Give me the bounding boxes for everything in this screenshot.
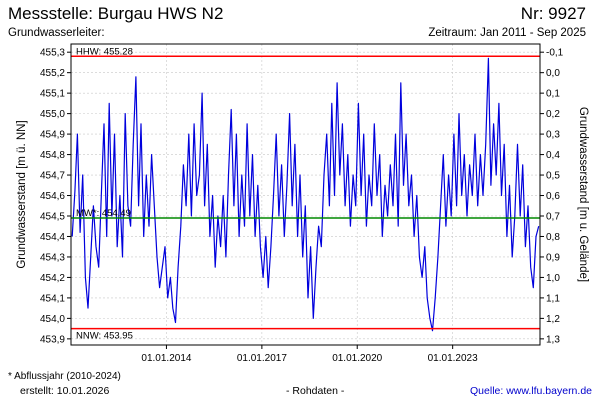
y-tick-label: 454,1 — [40, 293, 65, 304]
y2-tick-label: 1,1 — [546, 293, 560, 304]
y2-tick-label: 0,8 — [546, 232, 560, 243]
raw-data-note: - Rohdaten - — [286, 385, 345, 397]
y-tick-label: 454,6 — [40, 191, 65, 202]
y2-tick-label: 1,2 — [546, 314, 560, 325]
x-tick-label: 01.01.2020 — [332, 353, 382, 364]
series-line — [71, 57, 540, 332]
nnw-label: NNW: 453.95 — [76, 331, 133, 342]
y2-tick-label: 0,1 — [546, 89, 560, 100]
x-tick-label: 01.01.2023 — [428, 353, 478, 364]
y-tick-label: 455,2 — [40, 68, 65, 79]
y-tick-label: 454,0 — [40, 314, 65, 325]
y-tick-label: 453,9 — [40, 334, 65, 345]
y-tick-label: 455,1 — [40, 89, 65, 100]
source-link[interactable]: Quelle: www.lfu.bayern.de — [470, 385, 592, 397]
created-date: erstellt: 10.01.2026 — [20, 385, 110, 397]
y2-tick-label: 0,4 — [546, 150, 560, 161]
y2-tick-label: 0,0 — [546, 68, 560, 79]
y-tick-label: 454,5 — [40, 212, 65, 223]
period-label: Zeitraum: Jan 2011 - Sep 2025 — [428, 27, 586, 39]
y2-tick-label: 0,6 — [546, 191, 560, 202]
x-tick-label: 01.01.2014 — [141, 353, 191, 364]
y2-tick-label: 0,9 — [546, 252, 560, 263]
y2-axis-title: Grundwasserstand [m u. Gelände] — [577, 107, 589, 282]
plot-area — [71, 44, 540, 345]
y-tick-label: 454,8 — [40, 150, 65, 161]
y-tick-label: 454,7 — [40, 171, 65, 182]
station-title: Messstelle: Burgau HWS N2 — [8, 4, 224, 23]
aquifer-label: Grundwasserleiter: — [8, 27, 105, 39]
footnote: * Abflussjahr (2010-2024) — [8, 371, 121, 382]
y-tick-label: 455,3 — [40, 48, 65, 59]
y2-tick-label: -0,1 — [546, 48, 564, 59]
y-axis-title: Grundwasserstand [m ü. NN] — [16, 120, 28, 268]
y-tick-label: 454,9 — [40, 130, 65, 141]
y2-tick-label: 1,0 — [546, 273, 560, 284]
station-number: Nr: 9927 — [520, 4, 586, 23]
y2-tick-label: 0,5 — [546, 171, 560, 182]
y-tick-label: 454,3 — [40, 252, 65, 263]
y-tick-label: 454,2 — [40, 273, 65, 284]
x-tick-label: 01.01.2017 — [237, 353, 287, 364]
mw-label: MW*: 454.49 — [76, 208, 131, 219]
y2-tick-label: 0,7 — [546, 212, 560, 223]
y2-tick-label: 0,2 — [546, 109, 560, 120]
y-tick-label: 455,0 — [40, 109, 65, 120]
hhw-label: HHW: 455.28 — [76, 46, 133, 57]
y2-tick-label: 0,3 — [546, 130, 560, 141]
plot-frame — [70, 43, 541, 346]
y2-tick-label: 1,3 — [546, 334, 560, 345]
y-tick-label: 454,4 — [40, 232, 65, 243]
